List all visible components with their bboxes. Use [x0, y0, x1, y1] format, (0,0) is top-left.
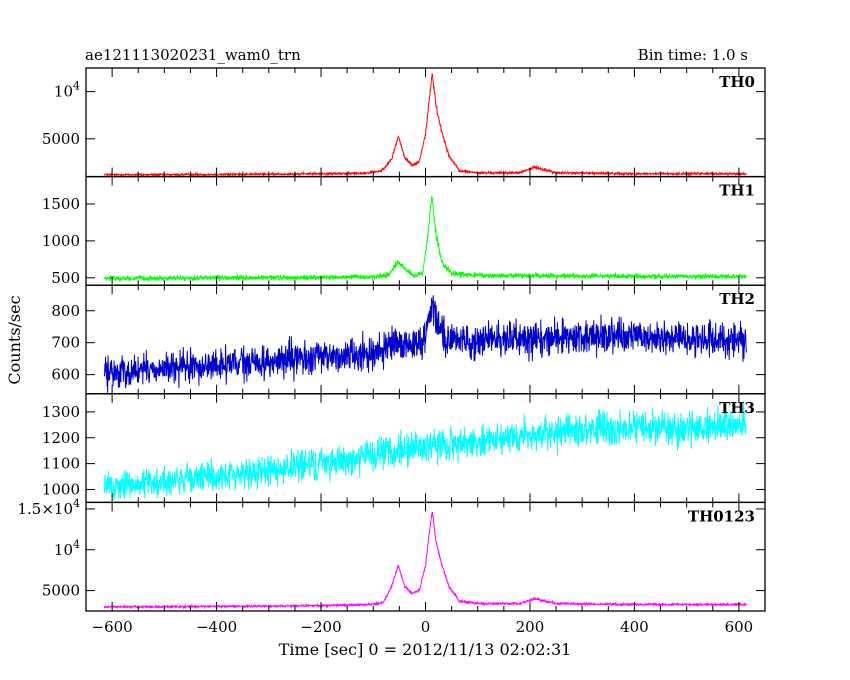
panel-frame — [85, 501, 766, 612]
y-tick-label: 600 — [51, 366, 80, 384]
panel-label-th0123: TH0123 — [688, 507, 755, 525]
y-tick-label: 800 — [51, 302, 80, 320]
x-tick-label: −600 — [92, 618, 133, 636]
y-tick-label: 1200 — [42, 429, 80, 447]
y-tick-label: 104 — [54, 80, 80, 101]
series-line-th2 — [103, 295, 747, 393]
y-tick-label: 1100 — [42, 455, 80, 473]
y-tick-label: 1500 — [42, 195, 80, 213]
x-tick-label: 600 — [725, 618, 754, 636]
x-axis-label: Time [sec] 0 = 2012/11/13 02:02:31 — [279, 640, 572, 659]
panel-th1: 500 1000 1500 TH1 — [42, 175, 766, 287]
x-tick-label: 200 — [516, 618, 545, 636]
x-tick-labels: −600 −400 −200 0 200 400 600 — [92, 618, 754, 636]
panel-label-th2: TH2 — [719, 290, 755, 308]
x-tick-label: −200 — [300, 618, 341, 636]
y-tick-label: 700 — [51, 334, 80, 352]
y-tick-label: 500 — [51, 269, 80, 287]
x-tick-label: 400 — [620, 618, 649, 636]
panel-th3: 1000 1100 1200 1300 TH3 — [42, 393, 766, 504]
y-tick-label: 1300 — [42, 403, 80, 421]
y-tick-label: 5000 — [42, 582, 80, 600]
y-tick-label: 1000 — [42, 480, 80, 498]
panel-frame — [85, 67, 766, 178]
panel-th0123: 5000 104 1.5×104 TH0123 — [17, 497, 766, 612]
y-tick-label: 5000 — [42, 130, 80, 148]
panel-label-th1: TH1 — [719, 182, 755, 200]
series-line-th0123 — [103, 511, 747, 610]
panel-frame — [85, 175, 766, 286]
panel-label-th0: TH0 — [719, 73, 755, 91]
x-tick-label: −400 — [196, 618, 237, 636]
y-tick-label: 1000 — [42, 232, 80, 250]
panel-th0: 5000 104 TH0 — [42, 67, 766, 178]
x-tick-label: 0 — [421, 618, 431, 636]
y-tick-label: 1.5×104 — [17, 497, 80, 518]
y-axis-label: Counts/sec — [5, 295, 24, 384]
series-line-th0 — [103, 73, 747, 178]
chart-title-right: Bin time: 1.0 s — [638, 46, 748, 64]
series-line-th1 — [104, 196, 747, 282]
chart-title-left: ae121113020231_wam0_trn — [85, 46, 301, 64]
panels: 5000 104 TH0 500 1000 1500 TH1 600 700 800 TH2 1000… — [17, 67, 766, 612]
series-line-th3 — [103, 401, 747, 500]
panel-th2: 600 700 800 TH2 — [51, 284, 766, 395]
panel-label-th3: TH3 — [719, 399, 755, 417]
y-tick-label: 104 — [54, 538, 80, 559]
